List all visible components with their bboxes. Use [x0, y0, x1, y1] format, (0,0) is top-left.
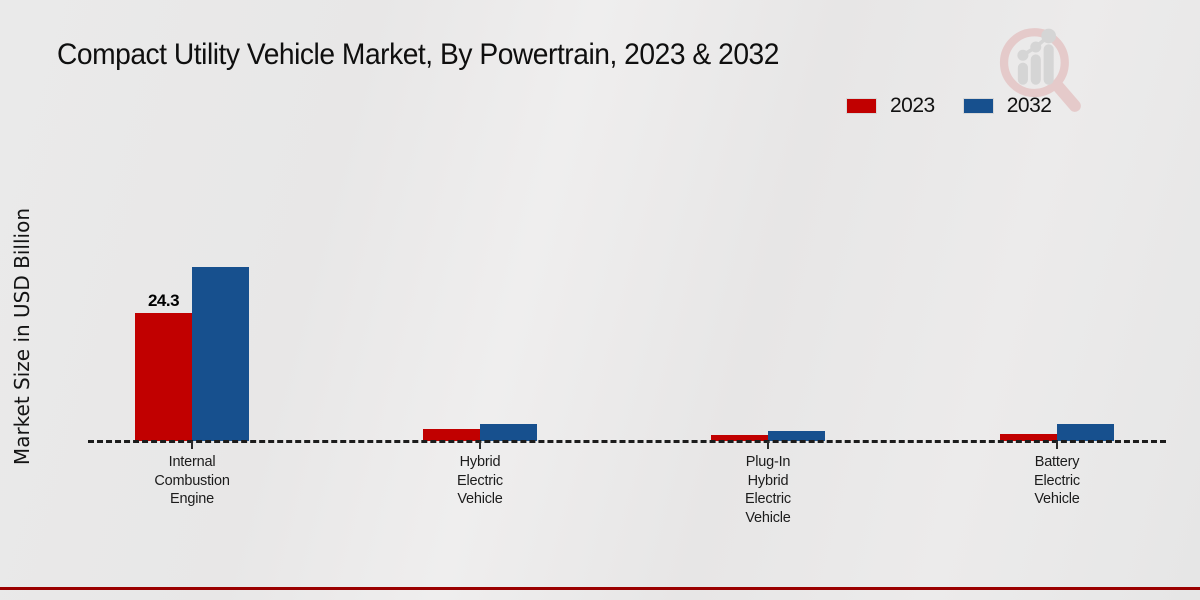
x-axis-tick — [1056, 441, 1058, 449]
bar-2023-battery-electric-vehicle[interactable] — [1000, 434, 1057, 441]
brand-watermark-logo-icon — [999, 28, 1081, 112]
footer-accent-stripe — [0, 587, 1200, 600]
legend-label-2032: 2032 — [1006, 94, 1052, 117]
bar-2032-hybrid-electric-vehicle[interactable] — [480, 424, 537, 441]
bar-2023-hybrid-electric-vehicle[interactable] — [423, 429, 480, 441]
bar-value-label: 24.3 — [147, 291, 180, 310]
x-axis-category-label: Hybrid Electric Vehicle — [457, 454, 503, 507]
legend-label-2023: 2023 — [890, 94, 935, 117]
bar-2032-battery-electric-vehicle[interactable] — [1057, 424, 1114, 441]
x-axis-tick — [191, 441, 193, 449]
x-axis-category-label: Internal Combustion Engine — [154, 454, 230, 507]
bar-2023-plug-in-hybrid-electric-vehicle[interactable] — [711, 435, 768, 441]
legend-item-2023: 2023 — [846, 94, 935, 118]
chart-title: Compact Utility Vehicle Market, By Power… — [57, 38, 779, 71]
legend-item-2032: 2032 — [962, 94, 1052, 118]
x-axis-tick — [767, 441, 769, 449]
legend: 2023 2032 — [846, 94, 1052, 118]
bar-2032-plug-in-hybrid-electric-vehicle[interactable] — [768, 431, 825, 441]
legend-swatch-2023 — [846, 98, 877, 114]
legend-swatch-2032 — [962, 98, 994, 114]
bar-2023-internal-combustion-engine[interactable] — [135, 313, 192, 441]
x-axis-category-label: Plug-In Hybrid Electric Vehicle — [745, 454, 791, 526]
x-axis-tick — [479, 441, 481, 449]
x-axis-category-label: Battery Electric Vehicle — [1034, 454, 1080, 507]
bar-2032-internal-combustion-engine[interactable] — [192, 267, 249, 441]
zero-baseline-dashed — [88, 440, 1166, 443]
